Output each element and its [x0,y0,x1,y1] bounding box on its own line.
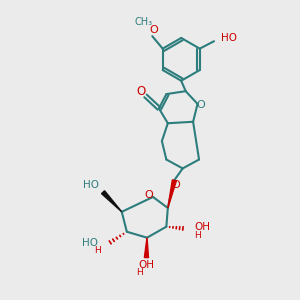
Text: O: O [137,85,146,98]
Text: O: O [149,25,158,34]
Text: HO: HO [221,33,237,43]
Text: H: H [136,268,143,277]
Text: O: O [197,100,206,110]
Text: H: H [94,246,101,255]
Polygon shape [144,238,148,258]
Text: OH: OH [138,260,154,270]
Text: O: O [144,190,153,200]
Text: HO: HO [82,180,99,190]
Text: HO: HO [82,238,98,248]
Text: O: O [171,180,180,190]
Text: H: H [195,231,201,240]
Polygon shape [168,180,176,208]
Text: OH: OH [195,222,211,232]
Text: CH₃: CH₃ [135,17,153,27]
Polygon shape [101,191,122,212]
